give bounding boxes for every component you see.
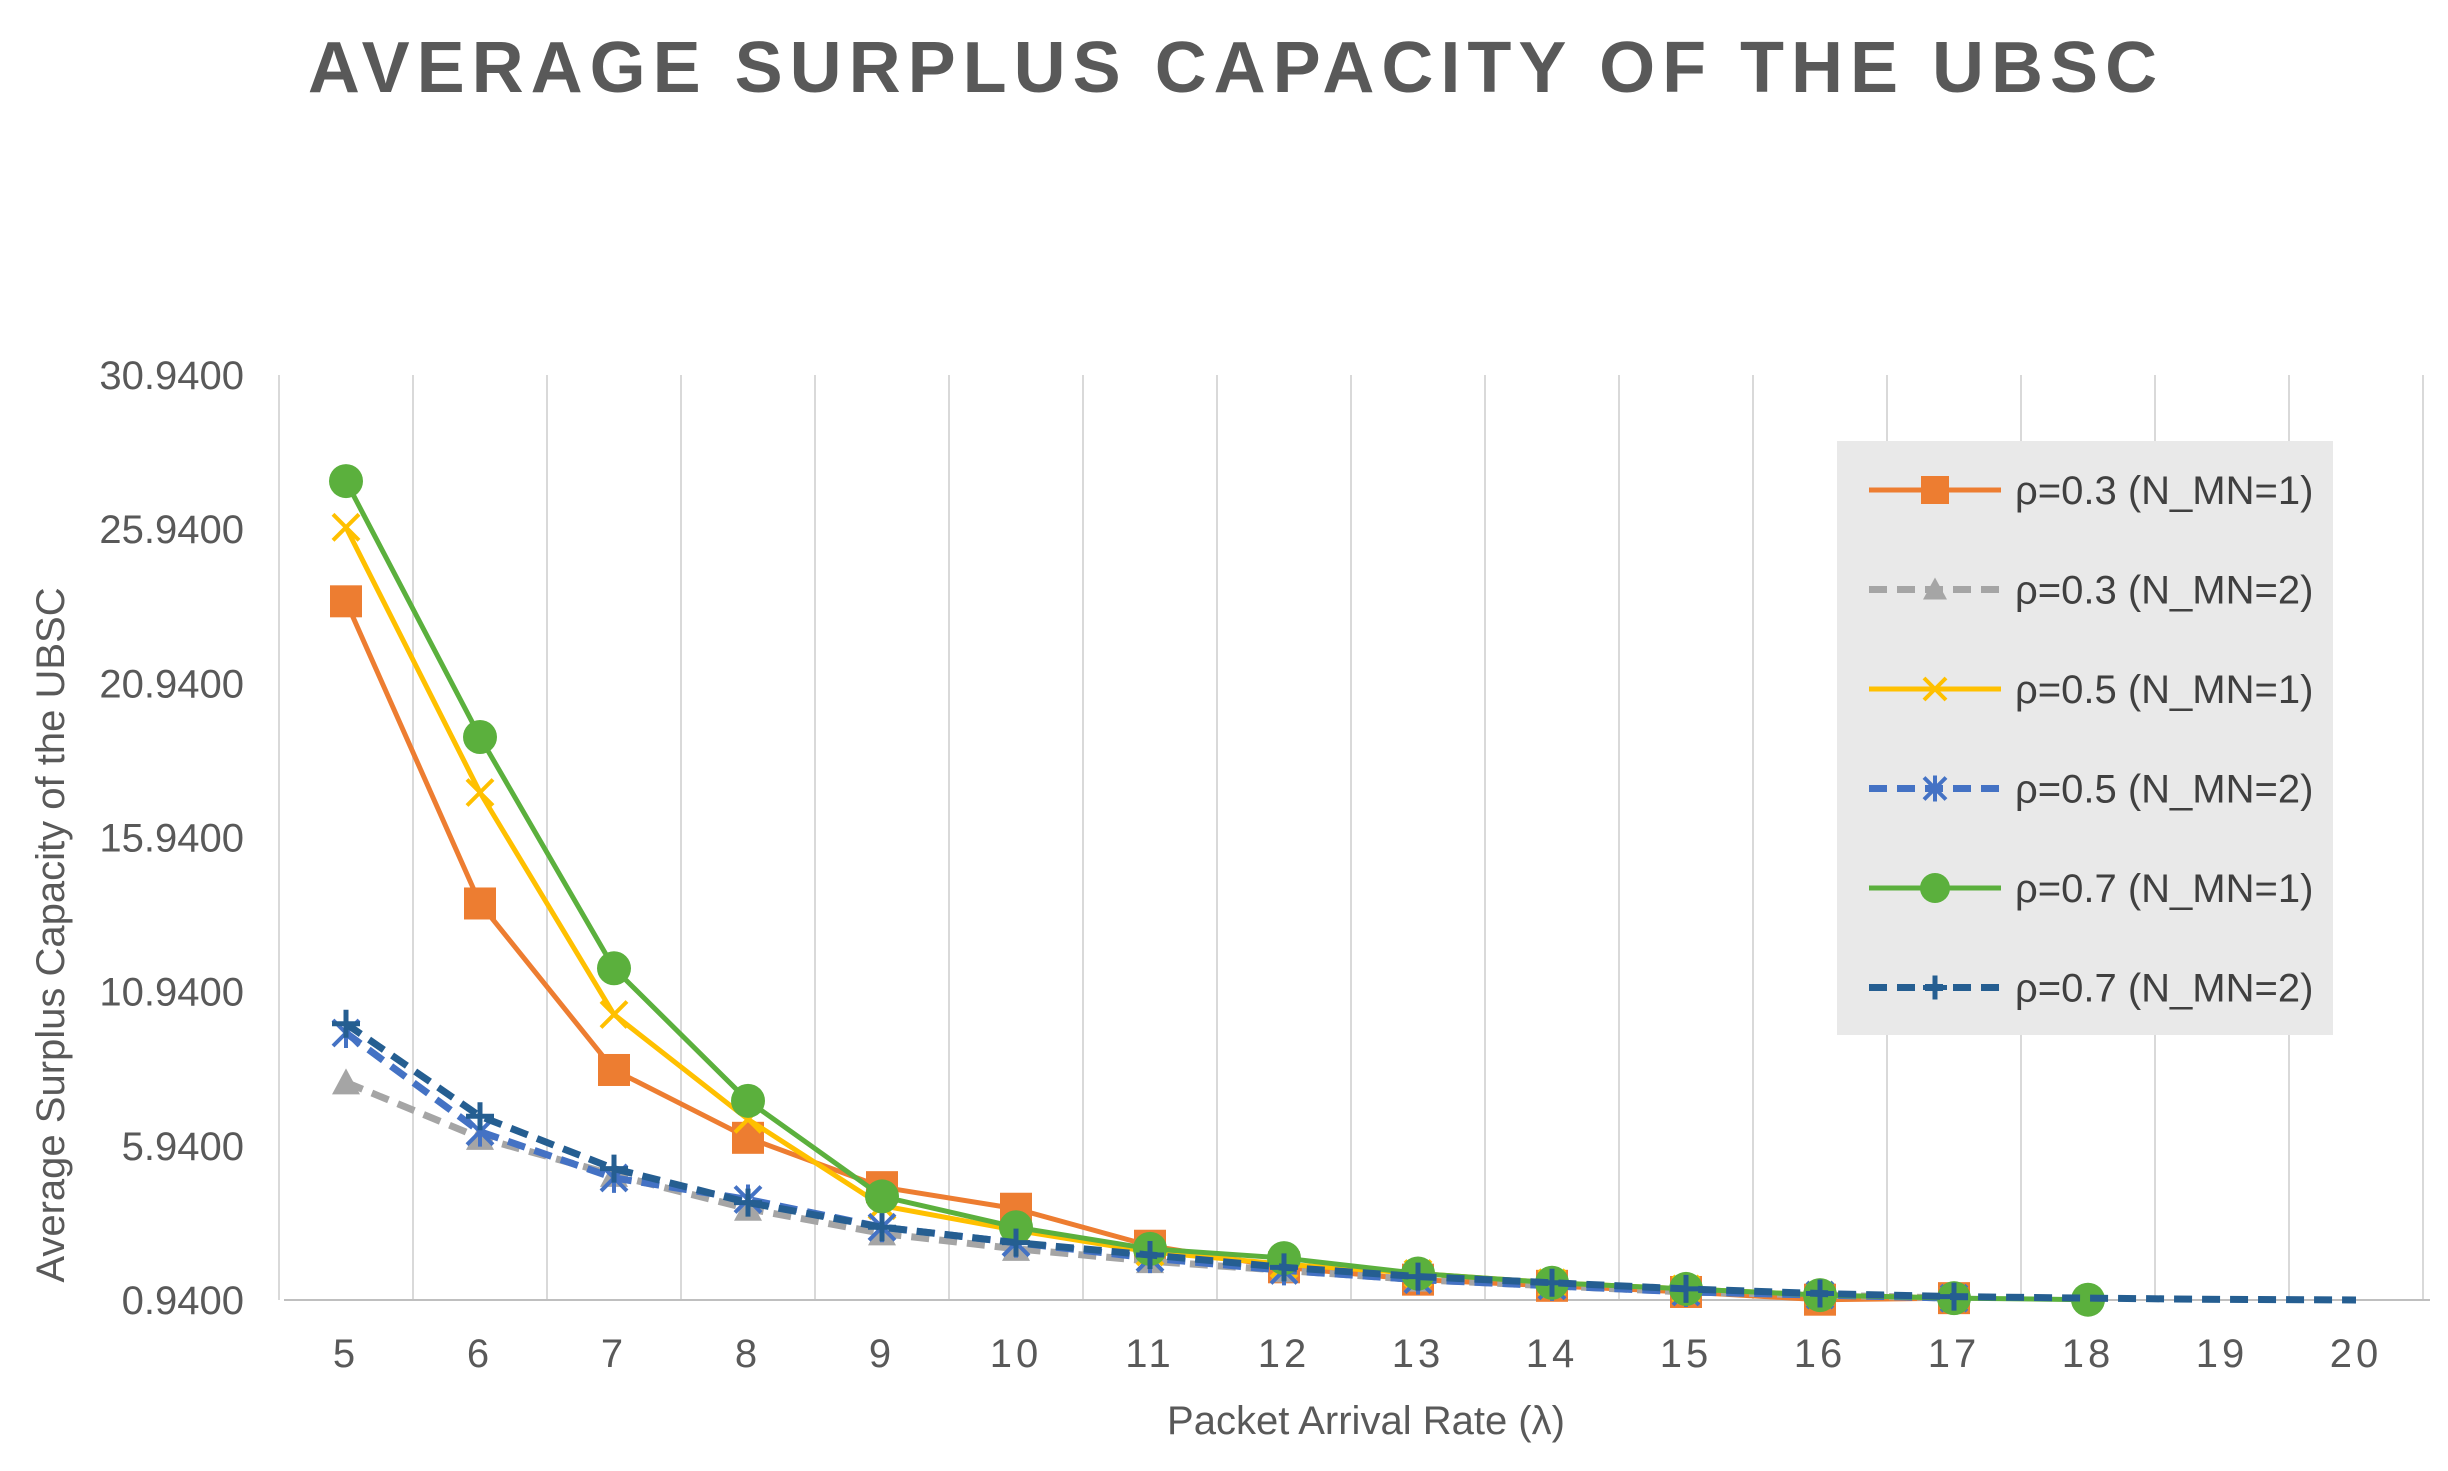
x-tick-label: 9 <box>869 1332 895 1376</box>
x-tick-label: 11 <box>1125 1332 1175 1376</box>
legend-marker <box>1923 577 1947 600</box>
data-point <box>2071 1282 2105 1317</box>
x-axis-label: Packet Arrival Rate (λ) <box>1167 1399 1565 1443</box>
data-point <box>330 585 362 618</box>
data-point <box>999 1210 1033 1245</box>
data-point <box>868 1213 896 1242</box>
legend-label: ρ=0.5 (N_MN=2) <box>2015 768 2313 812</box>
legend: ρ=0.3 (N_MN=1) ρ=0.3 (N_MN=2) ρ=0.5 (N_MN=… <box>1837 441 2333 1035</box>
series-layer <box>329 464 2357 1317</box>
series-line <box>343 600 1955 1303</box>
legend-marker <box>1922 775 1948 802</box>
legend-marker <box>1922 676 1948 702</box>
legend-item: ρ=0.5 (N_MN=2) <box>1869 768 2313 812</box>
y-tick-label: 15.9400 <box>99 817 244 861</box>
x-tick-label: 19 <box>2196 1332 2249 1376</box>
legend-marker <box>1920 873 1950 903</box>
data-point <box>329 464 363 499</box>
legend-label: ρ=0.7 (N_MN=1) <box>2015 867 2313 911</box>
x-tick-label: 13 <box>1392 1332 1445 1376</box>
x-tick-label: 18 <box>2062 1332 2115 1376</box>
data-point <box>466 1102 494 1131</box>
legend-label: ρ=0.7 (N_MN=2) <box>2015 967 2313 1011</box>
data-point <box>598 1053 630 1086</box>
legend-label: ρ=0.3 (N_MN=1) <box>2015 469 2313 513</box>
legend-label: ρ=0.3 (N_MN=2) <box>2015 569 2313 613</box>
data-point <box>463 719 497 754</box>
data-point <box>1404 1262 1432 1291</box>
data-point <box>600 1154 628 1183</box>
data-point <box>1806 1279 1834 1308</box>
data-point <box>597 951 631 986</box>
series-line <box>343 526 1955 1301</box>
y-axis-label: Average Surplus Capacity of the UBSC <box>29 587 73 1282</box>
data-point <box>465 778 495 807</box>
data-point <box>1940 1282 1968 1311</box>
legend-item: ρ=0.5 (N_MN=1) <box>1869 668 2313 712</box>
legend-background <box>1837 441 2333 1035</box>
x-tick-label: 20 <box>2330 1332 2383 1376</box>
x-tick-label: 7 <box>601 1332 627 1376</box>
series-3 <box>331 512 1969 1313</box>
data-point <box>731 1083 765 1118</box>
data-point <box>599 1000 629 1029</box>
y-tick-label: 30.9400 <box>99 354 244 398</box>
legend-marker <box>1923 975 1947 1000</box>
chart-title: AVERAGE SURPLUS CAPACITY OF THE UBSC <box>308 28 2164 108</box>
data-point <box>734 1188 762 1217</box>
legend-label: ρ=0.5 (N_MN=1) <box>2015 668 2313 712</box>
y-tick-label: 10.9400 <box>99 971 244 1015</box>
y-tick-label: 25.9400 <box>99 508 244 552</box>
x-tick-label: 10 <box>990 1332 1043 1376</box>
series-6 <box>332 1009 2357 1311</box>
data-point <box>332 1009 360 1038</box>
data-point <box>464 887 496 920</box>
y-axis-ticks: 0.9400 5.9400 10.9400 15.9400 20.9400 25.9400… <box>99 354 244 1323</box>
data-point <box>1538 1268 1566 1297</box>
y-tick-label: 5.9400 <box>122 1125 244 1169</box>
series-2 <box>332 1068 1968 1311</box>
x-tick-label: 8 <box>735 1332 761 1376</box>
data-point <box>865 1179 899 1214</box>
x-tick-label: 16 <box>1794 1332 1847 1376</box>
x-tick-label: 15 <box>1660 1332 1713 1376</box>
data-point <box>1672 1274 1700 1303</box>
legend-item: ρ=0.7 (N_MN=1) <box>1869 867 2313 911</box>
y-tick-label: 0.9400 <box>122 1279 244 1323</box>
x-tick-label: 5 <box>333 1332 359 1376</box>
series-line <box>344 1020 2357 1304</box>
x-tick-label: 14 <box>1526 1332 1579 1376</box>
data-point <box>1002 1228 1030 1257</box>
legend-marker <box>1921 476 1949 504</box>
y-tick-label: 20.9400 <box>99 662 244 706</box>
data-point <box>332 1068 360 1095</box>
x-tick-label: 12 <box>1258 1332 1311 1376</box>
data-point <box>331 512 361 542</box>
legend-item: ρ=0.3 (N_MN=1) <box>1869 469 2313 513</box>
x-tick-label: 17 <box>1928 1332 1981 1376</box>
data-point <box>1136 1240 1164 1269</box>
legend-item: ρ=0.3 (N_MN=2) <box>1869 569 2313 613</box>
legend-item: ρ=0.7 (N_MN=2) <box>1869 967 2313 1011</box>
x-axis-ticks: 5 6 7 8 9 10 11 12 13 14 15 16 17 18 19 20 <box>333 1332 2383 1376</box>
x-tick-label: 6 <box>467 1332 493 1376</box>
data-point <box>1270 1253 1298 1282</box>
